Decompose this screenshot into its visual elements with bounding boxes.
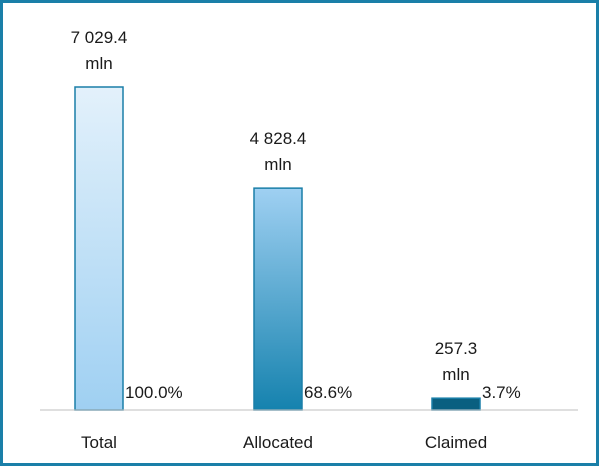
percent-label-claimed: 3.7% (482, 383, 521, 402)
value-unit-claimed: mln (442, 365, 469, 384)
bar-allocated (253, 187, 303, 411)
category-label-claimed: Claimed (425, 433, 487, 452)
value-unit-total: mln (85, 54, 112, 73)
value-label-allocated: 4 828.4 (250, 129, 307, 148)
value-label-claimed: 257.3 (435, 339, 478, 358)
category-label-allocated: Allocated (243, 433, 313, 452)
percent-label-total: 100.0% (125, 383, 183, 402)
percent-label-allocated: 68.6% (304, 383, 352, 402)
bar-total (74, 86, 124, 411)
value-label-total: 7 029.4 (71, 28, 128, 47)
value-unit-allocated: mln (264, 155, 291, 174)
category-label-total: Total (81, 433, 117, 452)
bar-claimed (431, 397, 481, 411)
